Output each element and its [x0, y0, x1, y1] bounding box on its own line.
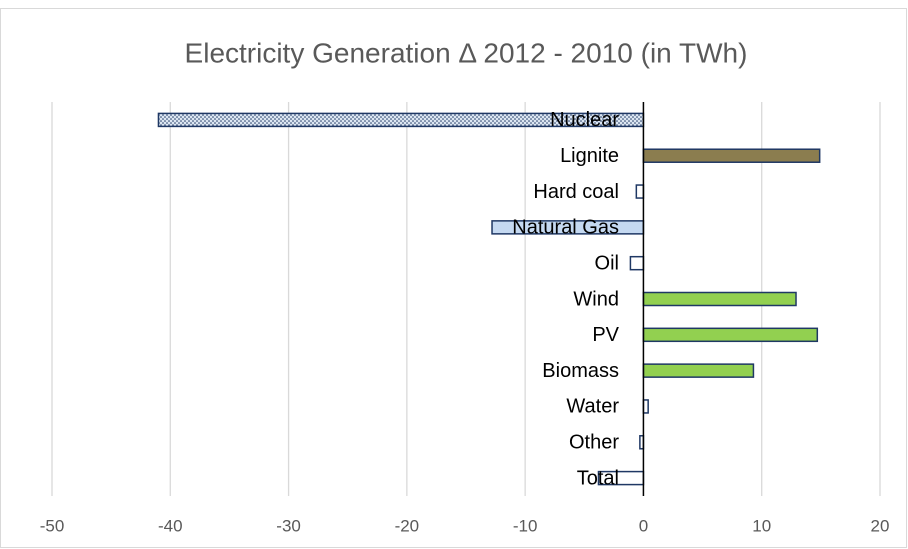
- x-tick-label: -50: [40, 516, 65, 535]
- x-tick-label: 20: [871, 516, 890, 535]
- bar: [635, 184, 645, 199]
- x-tick-label: -30: [276, 516, 301, 535]
- category-label: Total: [577, 467, 619, 489]
- category-label: Biomass: [542, 360, 619, 382]
- category-label: Water: [566, 396, 619, 418]
- x-tick-label: -40: [158, 516, 183, 535]
- x-tick-label: 10: [752, 516, 771, 535]
- category-label: Wind: [573, 288, 619, 310]
- category-label: Hard coal: [533, 181, 619, 203]
- bar: [629, 255, 645, 271]
- bar: [642, 327, 819, 343]
- x-tick-label: -10: [513, 516, 538, 535]
- category-label: Lignite: [560, 145, 619, 167]
- bar: [642, 363, 755, 378]
- category-label: Other: [569, 432, 619, 454]
- chart-border: [0, 8, 907, 548]
- bar: [642, 291, 797, 307]
- category-label: PV: [592, 324, 619, 346]
- category-label: Nuclear: [550, 109, 619, 131]
- bar: [642, 148, 821, 163]
- chart-title: Electricity Generation Δ 2012 - 2010 (in…: [185, 37, 748, 68]
- category-label: Oil: [595, 252, 619, 274]
- x-tick-label: 0: [639, 516, 648, 535]
- category-label: Natural Gas: [512, 217, 619, 239]
- x-tick-label: -20: [395, 516, 420, 535]
